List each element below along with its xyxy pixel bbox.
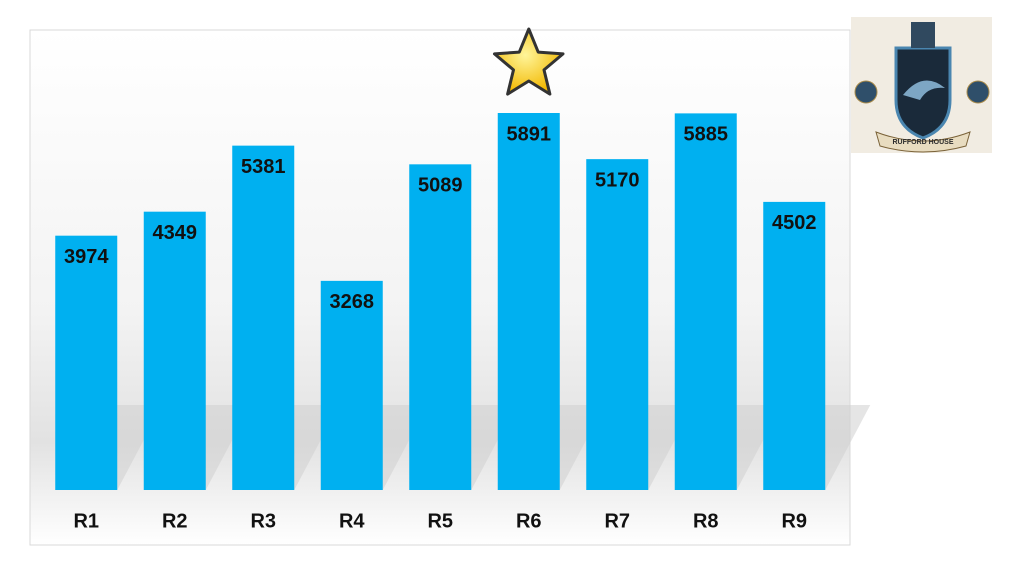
x-tick-label: R5 bbox=[427, 510, 453, 532]
value-label: 4502 bbox=[772, 212, 817, 234]
value-label: 3268 bbox=[330, 291, 375, 313]
logo-text: RUFFORD HOUSE bbox=[892, 139, 953, 146]
value-label: 5891 bbox=[507, 123, 552, 145]
bar bbox=[143, 211, 206, 491]
x-tick-label: R6 bbox=[516, 510, 542, 532]
bar bbox=[586, 159, 649, 491]
value-label: 5885 bbox=[684, 124, 729, 146]
bar bbox=[409, 164, 472, 490]
logo-globe bbox=[854, 80, 878, 104]
bar bbox=[55, 235, 118, 490]
x-tick-label: R4 bbox=[339, 510, 365, 532]
bar bbox=[320, 280, 383, 490]
value-label: 5381 bbox=[241, 156, 286, 178]
value-label: 3974 bbox=[64, 246, 109, 268]
logo: RUFFORD HOUSE bbox=[851, 17, 992, 153]
x-tick-label: R1 bbox=[73, 510, 99, 532]
value-label: 4349 bbox=[153, 222, 198, 244]
logo-globe bbox=[966, 80, 990, 104]
logo-banner bbox=[875, 131, 971, 153]
x-tick-label: R8 bbox=[693, 510, 719, 532]
bar bbox=[232, 145, 295, 490]
x-tick-label: R7 bbox=[604, 510, 630, 532]
logo-shark bbox=[903, 80, 945, 100]
bar bbox=[763, 201, 826, 491]
x-tick-label: R9 bbox=[781, 510, 807, 532]
logo-tower bbox=[911, 22, 935, 48]
x-tick-label: R3 bbox=[250, 510, 276, 532]
value-label: 5089 bbox=[418, 175, 463, 197]
bar bbox=[497, 113, 560, 490]
bar bbox=[674, 113, 737, 490]
star-icon bbox=[493, 27, 565, 96]
value-label: 5170 bbox=[595, 169, 640, 191]
x-tick-label: R2 bbox=[162, 510, 188, 532]
